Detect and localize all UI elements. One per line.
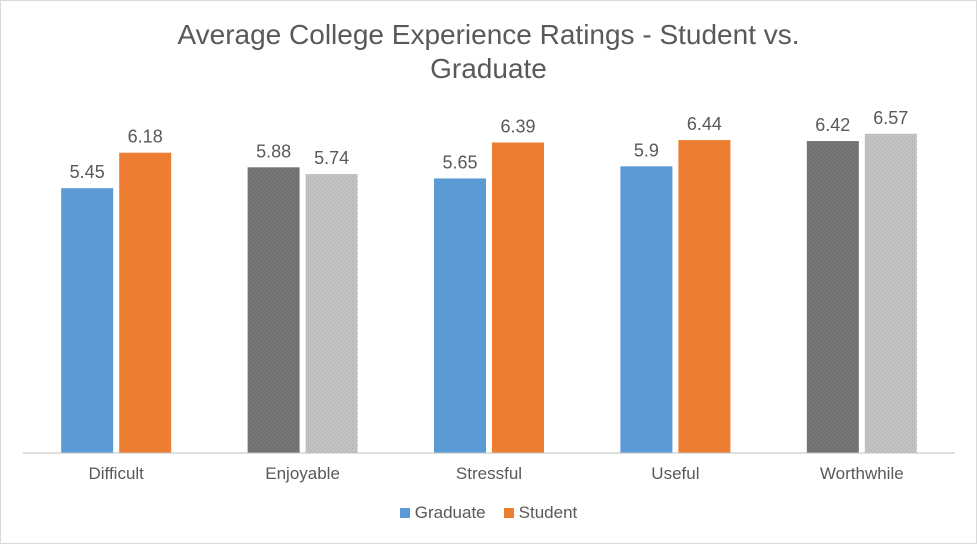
data-label-student-difficult: 6.18 (128, 127, 163, 147)
data-label-student-enjoyable: 5.74 (314, 148, 349, 168)
data-label-student-useful: 6.44 (687, 114, 722, 134)
bar-graduate-stressful (434, 178, 486, 453)
data-label-student-worthwhile: 6.57 (873, 108, 908, 128)
bar-graduate-worthwhile (806, 141, 859, 454)
category-label-difficult: Difficult (88, 464, 144, 483)
data-label-student-stressful: 6.39 (500, 117, 535, 137)
bar-student-useful (678, 140, 731, 453)
bar-graduate-useful (620, 166, 673, 453)
legend-item-graduate: Graduate (399, 503, 486, 523)
bar-student-worthwhile (864, 133, 917, 453)
data-label-graduate-stressful: 5.65 (442, 152, 477, 172)
category-label-stressful: Stressful (456, 464, 522, 483)
legend-label-graduate: Graduate (414, 503, 486, 522)
legend: Graduate Student (0, 503, 977, 523)
legend-swatch-student (503, 508, 514, 518)
category-label-useful: Useful (651, 464, 699, 483)
data-label-graduate-enjoyable: 5.88 (256, 141, 291, 161)
chart-title: Average College Experience Ratings - Stu… (0, 18, 977, 86)
bar-graduate-difficult (61, 188, 114, 453)
bar-student-stressful (492, 142, 544, 453)
legend-label-student: Student (518, 503, 578, 522)
category-label-enjoyable: Enjoyable (265, 464, 340, 483)
legend-swatch-graduate (399, 508, 410, 518)
bar-graduate-enjoyable (247, 167, 300, 454)
data-label-graduate-worthwhile: 6.42 (815, 115, 850, 135)
category-label-worthwhile: Worthwhile (820, 464, 904, 483)
data-label-graduate-difficult: 5.45 (70, 162, 105, 182)
data-label-graduate-useful: 5.9 (634, 140, 659, 160)
bar-student-enjoyable (305, 174, 358, 453)
bar-student-difficult (119, 152, 172, 453)
chart-title-line-1: Average College Experience Ratings - Stu… (177, 19, 800, 50)
chart-title-line-2: Graduate (430, 53, 547, 84)
legend-item-student: Student (503, 503, 578, 523)
